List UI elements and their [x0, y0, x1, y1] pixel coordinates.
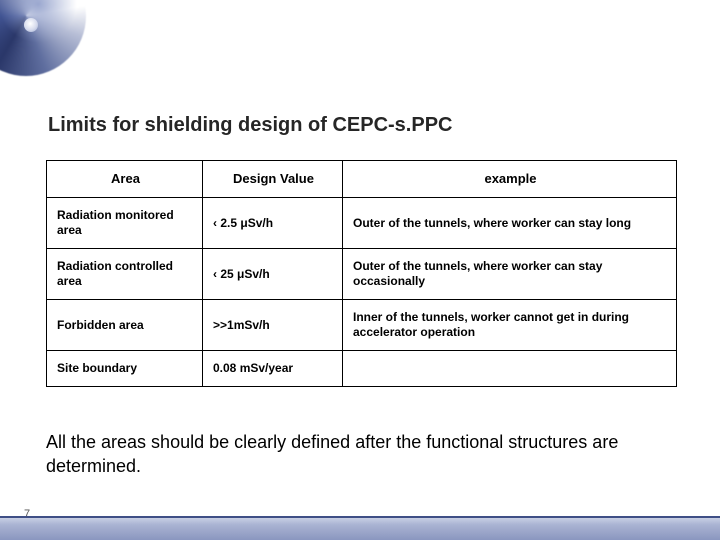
cell-value: ‹ 2.5 μSv/h	[203, 198, 343, 249]
cell-example: Outer of the tunnels, where worker can s…	[343, 198, 677, 249]
table-row: Radiation controlled area ‹ 25 μSv/h Out…	[47, 249, 677, 300]
col-header-example: example	[343, 161, 677, 198]
slide-title: Limits for shielding design of CEPC-s.PP…	[48, 114, 452, 137]
cell-area: Site boundary	[47, 351, 203, 387]
cell-value: >>1mSv/h	[203, 300, 343, 351]
footer-bar	[0, 518, 720, 540]
footnote-text: All the areas should be clearly defined …	[46, 430, 674, 479]
cell-area: Radiation monitored area	[47, 198, 203, 249]
table-row: Site boundary 0.08 mSv/year	[47, 351, 677, 387]
cell-area: Forbidden area	[47, 300, 203, 351]
cell-value: ‹ 25 μSv/h	[203, 249, 343, 300]
cell-example: Inner of the tunnels, worker cannot get …	[343, 300, 677, 351]
table-header-row: Area Design Value example	[47, 161, 677, 198]
cell-area: Radiation controlled area	[47, 249, 203, 300]
cell-value: 0.08 mSv/year	[203, 351, 343, 387]
col-header-value: Design Value	[203, 161, 343, 198]
limits-table: Area Design Value example Radiation moni…	[46, 160, 677, 387]
cell-example: Outer of the tunnels, where worker can s…	[343, 249, 677, 300]
cell-example	[343, 351, 677, 387]
limits-table-container: Area Design Value example Radiation moni…	[46, 160, 676, 387]
table-row: Radiation monitored area ‹ 2.5 μSv/h Out…	[47, 198, 677, 249]
table-row: Forbidden area >>1mSv/h Inner of the tun…	[47, 300, 677, 351]
col-header-area: Area	[47, 161, 203, 198]
corner-logo	[0, 0, 98, 96]
